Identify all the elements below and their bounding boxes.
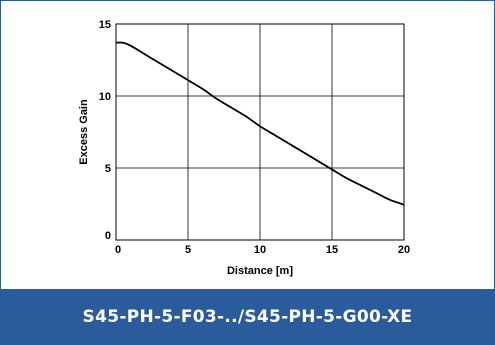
x-tick-label: 15 [326,244,338,256]
plot-area-border [115,23,405,241]
x-axis-label: Distance [m] [227,265,293,277]
excess-gain-chart: 0 5 10 15 20 0 5 10 15 Distance [m] Excess Gain [78,19,410,277]
model-footer: S45-PH-5-F03-../S45-PH-5-G00-XE [0,289,495,345]
y-tick-label: 5 [105,163,111,175]
series [115,41,405,206]
x-tick-label: 10 [254,244,266,256]
x-tick-label: 0 [115,244,121,256]
y-tick-label: 15 [99,19,111,31]
model-name: S45-PH-5-F03-../S45-PH-5-G00-XE [82,307,413,327]
x-tick-label: 20 [398,244,410,256]
x-tick-labels: 0 5 10 15 20 [115,244,410,256]
x-tick-label: 5 [185,244,191,256]
y-tick-label: 10 [99,91,111,103]
y-tick-labels: 0 5 10 15 [99,19,111,242]
excess-gain-curve [115,41,405,206]
grid [116,24,404,240]
y-axis-label: Excess Gain [78,99,90,165]
y-tick-label: 0 [105,230,111,242]
plot-frame: 0 5 10 15 20 0 5 10 15 Distance [m] Excess Gain [0,0,495,289]
